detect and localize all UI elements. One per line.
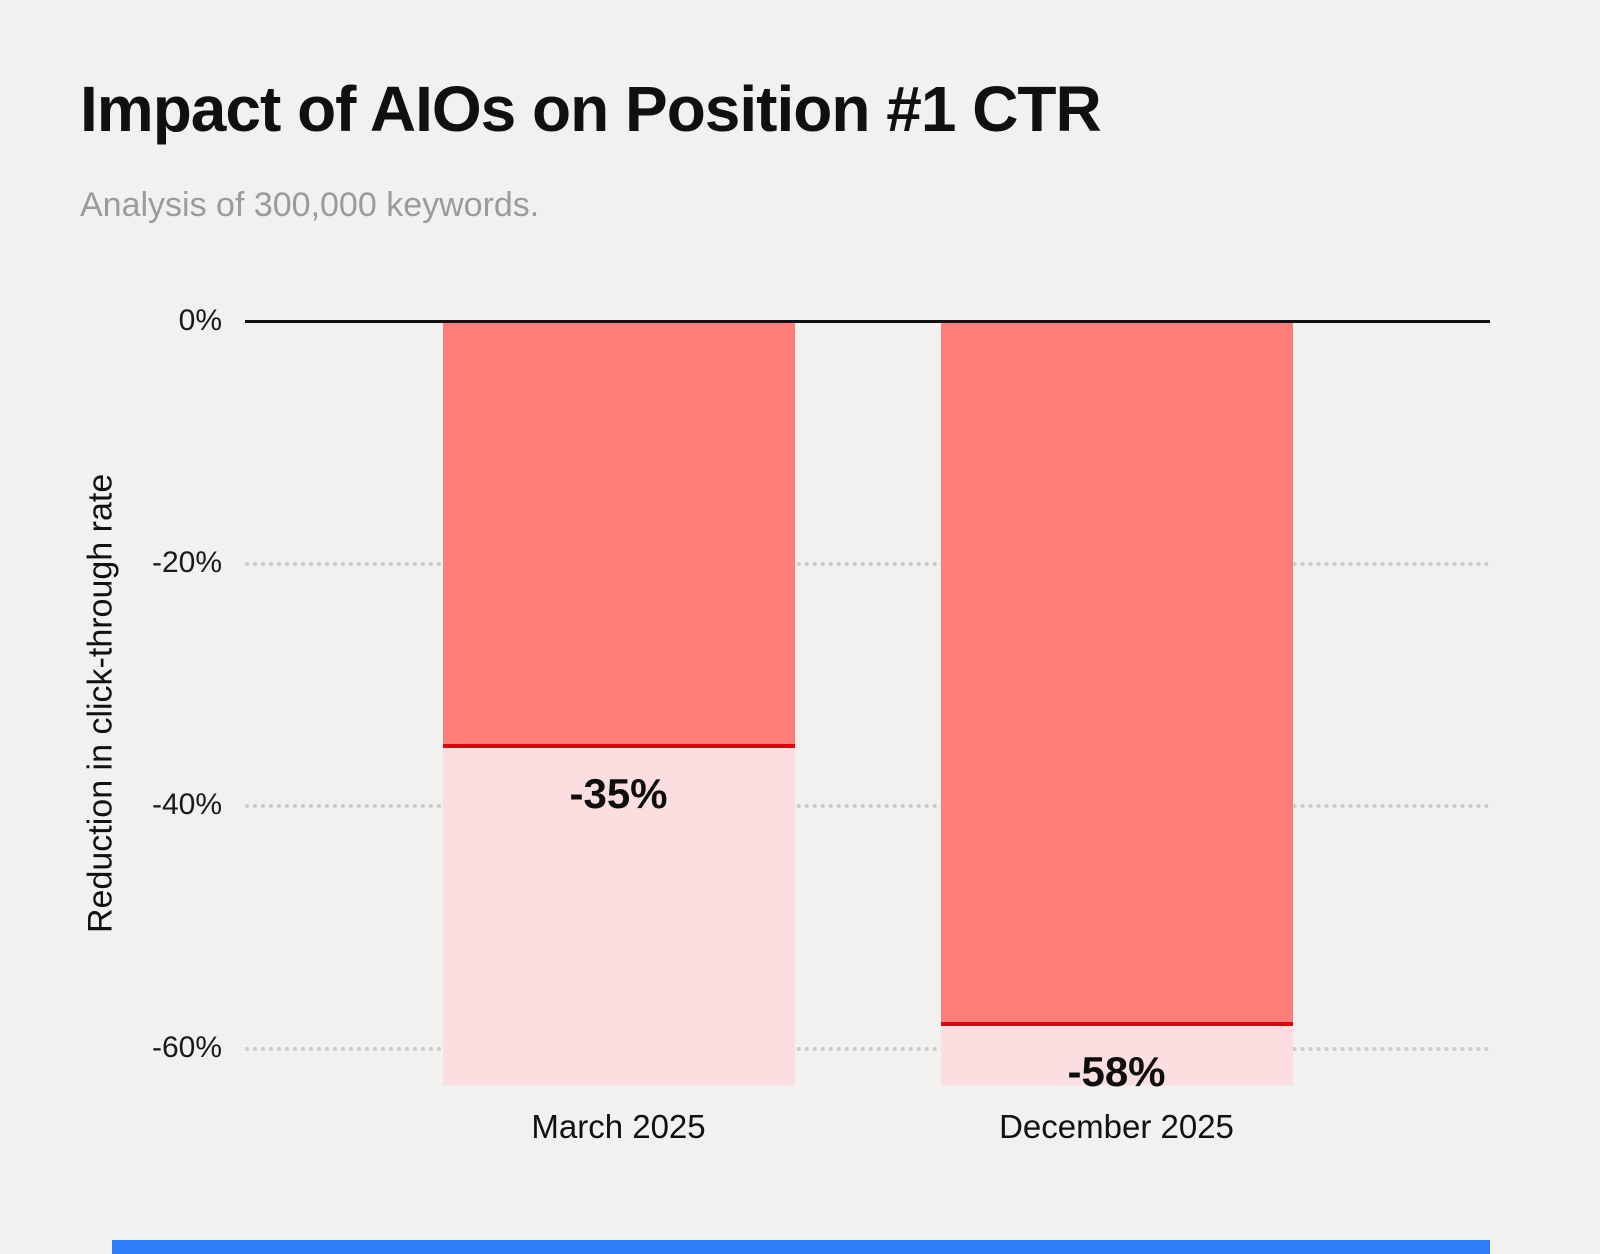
y-tick-label: -40% [151,788,222,822]
plot-area: -35% -58% [245,320,1490,1095]
bar-value-label: -58% [1067,1048,1166,1096]
bar-group: -58% [940,322,1293,1095]
y-axis-tick-labels: 0% -20% -40% -60% [0,304,222,1085]
bar-value-line [442,743,795,748]
bar-group: -35% [442,322,795,1085]
zero-axis-line [245,320,1490,323]
x-axis-label: March 2025 [531,1108,706,1145]
gridline [245,562,1490,567]
bar-segment-value [442,322,795,746]
y-tick-label: -20% [151,546,222,580]
gridline [245,1046,1490,1051]
bar-segment-extension [442,745,795,1085]
chart-subtitle: Analysis of 300,000 keywords. [80,186,540,224]
y-tick-label: 0% [178,304,222,337]
chart-title: Impact of AIOs on Position #1 CTR [80,73,1102,145]
x-axis-labels: March 2025 December 2025 [245,1108,1490,1158]
y-tick-label: -60% [151,1030,222,1064]
x-axis-label: December 2025 [999,1108,1234,1145]
bottom-accent-bar [112,1240,1490,1254]
bar-value-line [940,1022,1293,1027]
gridline [245,804,1490,809]
bar-value-label: -35% [569,769,668,817]
bar-segment-extension [940,1024,1293,1085]
bar-segment-value [940,322,1293,1025]
